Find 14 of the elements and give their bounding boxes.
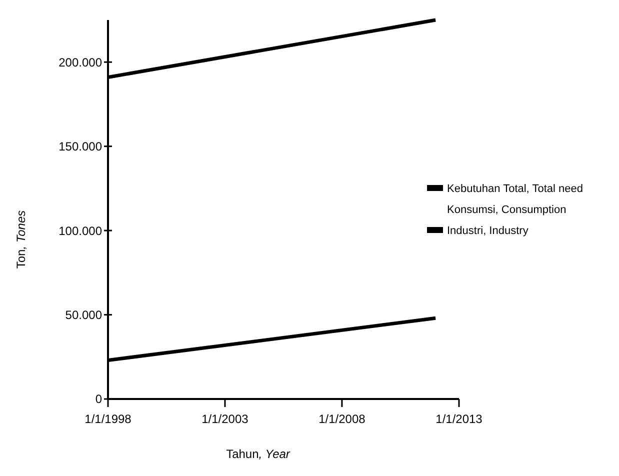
- y-axis-title: Ton, Tones: [14, 210, 28, 269]
- text: Konsumsi, Consumption: [447, 204, 566, 216]
- x-tick-label: 1/1/1998: [84, 412, 132, 426]
- x-tick-label: 1/1/2013: [436, 412, 483, 426]
- legend-label: Kebutuhan Total, Total need: [447, 182, 583, 195]
- y-tick-label: 100.000: [58, 224, 102, 238]
- legend-label: Industri, Industry: [447, 224, 529, 237]
- y-tick-label: 50.000: [65, 308, 102, 322]
- x-tick-label: 1/1/2008: [318, 412, 366, 426]
- x-axis-title: Tahun, Year: [226, 447, 291, 461]
- y-tick-label: 200.000: [58, 55, 102, 70]
- y-tick-label: 0: [95, 392, 102, 406]
- y-tick-label: 150.000: [58, 140, 102, 154]
- x-tick-label: 1/1/2003: [202, 412, 249, 426]
